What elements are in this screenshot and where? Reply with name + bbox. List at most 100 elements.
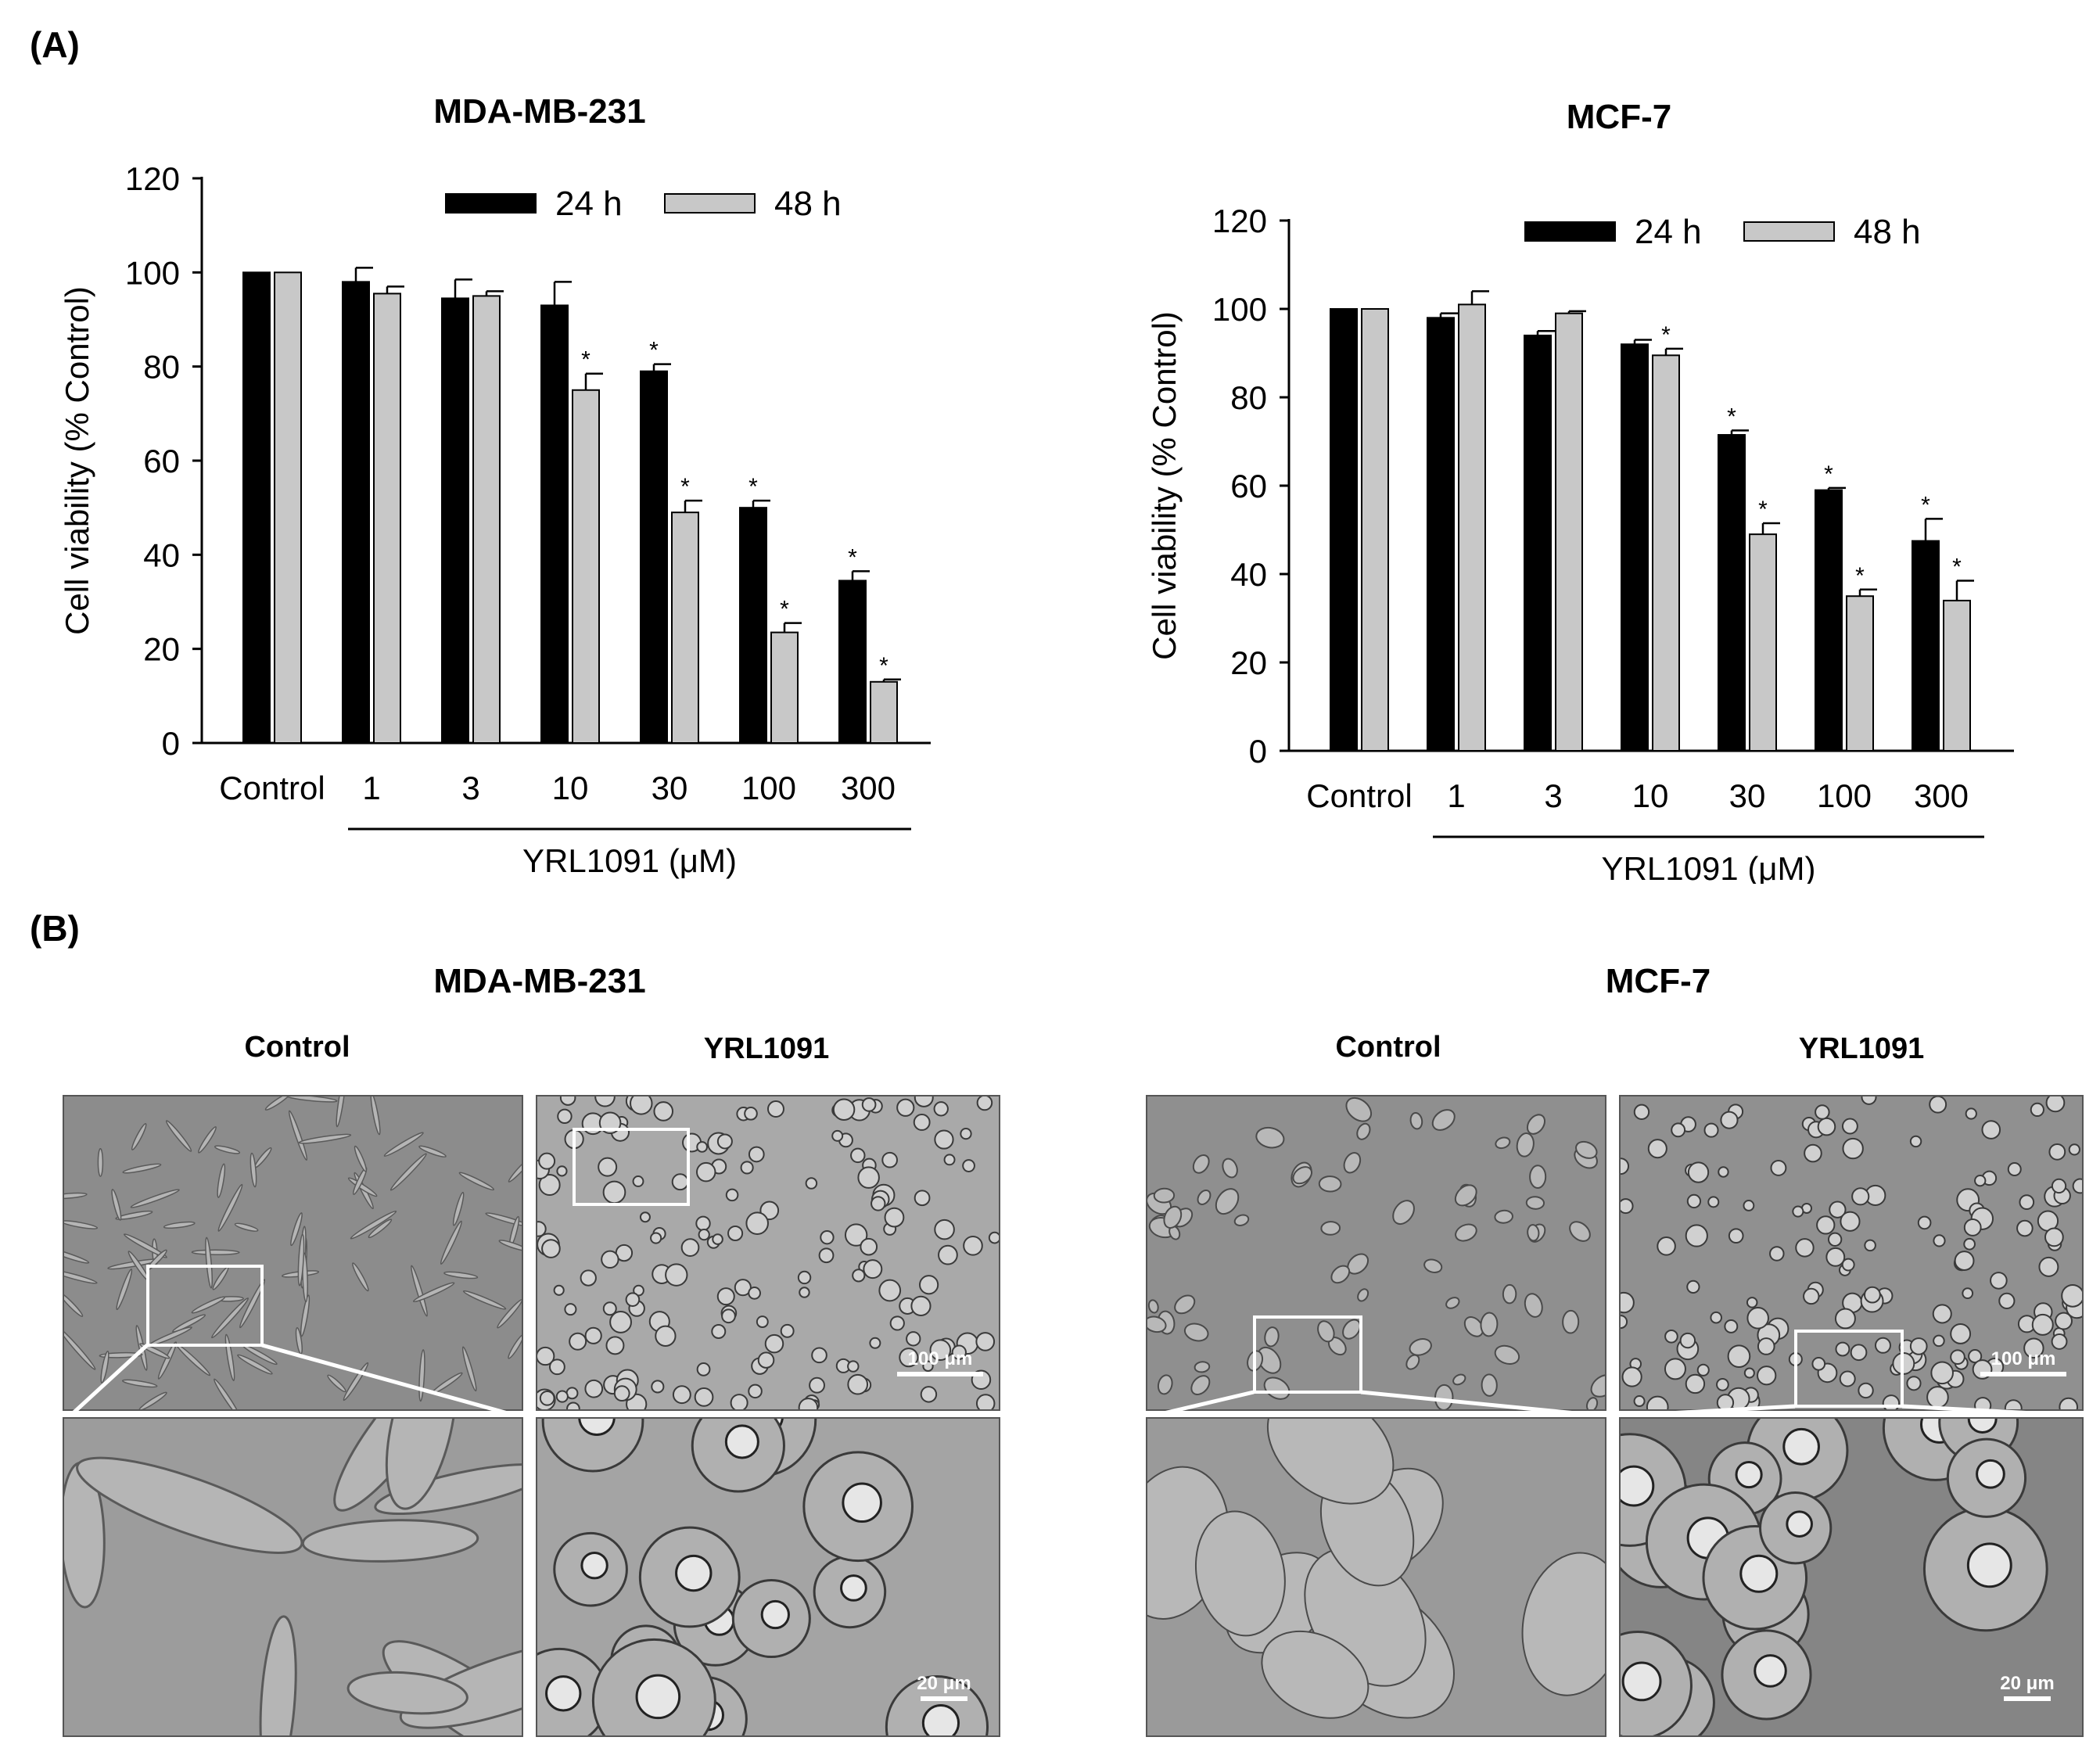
cell-shape bbox=[860, 1237, 878, 1256]
cell-shape bbox=[1569, 1221, 1591, 1242]
x-tick-label: 3 bbox=[1544, 777, 1562, 814]
bar bbox=[1427, 317, 1455, 752]
cell-shape bbox=[1621, 1315, 1628, 1330]
cell-shape bbox=[1405, 1354, 1420, 1370]
cell-shape bbox=[288, 1110, 308, 1161]
cell-shape bbox=[1494, 1209, 1513, 1224]
x-axis-label: YRL1091 (μM) bbox=[1602, 850, 1816, 884]
cell-shape bbox=[680, 1238, 700, 1257]
cell-shape bbox=[1685, 1224, 1708, 1247]
cell-shape bbox=[896, 1098, 915, 1117]
cell-shape bbox=[121, 1379, 158, 1388]
cell-shape bbox=[411, 1265, 428, 1317]
vacuole-shape bbox=[760, 1599, 790, 1630]
panel-a-label: (A) bbox=[30, 24, 80, 65]
cell-shape bbox=[711, 1324, 727, 1339]
cell-shape bbox=[1494, 1344, 1520, 1365]
legend-swatch bbox=[1524, 221, 1616, 242]
y-axis-label: Cell viability (% Control) bbox=[1146, 311, 1183, 660]
cell-shape bbox=[1746, 1307, 1769, 1330]
vacuole-shape bbox=[1782, 1427, 1820, 1466]
cell-shape bbox=[234, 1222, 259, 1232]
cell-shape bbox=[602, 1301, 617, 1316]
legend-label: 24 h bbox=[555, 185, 623, 223]
cell-shape bbox=[1318, 1175, 1342, 1193]
cell-shape bbox=[1950, 1349, 1965, 1366]
cell-shape bbox=[297, 1233, 305, 1287]
significance-star: * bbox=[581, 347, 591, 373]
cell-shape bbox=[943, 1154, 956, 1166]
cell-shape bbox=[211, 1297, 249, 1339]
cell-shape bbox=[1707, 1196, 1720, 1208]
y-tick-label: 0 bbox=[162, 725, 180, 762]
cell-shape bbox=[696, 1362, 711, 1376]
cell-shape bbox=[632, 1175, 644, 1187]
cell-shape bbox=[1525, 1196, 1545, 1210]
cell-shape bbox=[548, 1358, 565, 1376]
significance-star: * bbox=[780, 597, 789, 623]
cell-shape bbox=[2048, 1143, 2066, 1161]
cell-shape bbox=[1933, 1234, 1946, 1247]
vacuole-shape bbox=[1621, 1661, 1662, 1702]
cell-shape bbox=[346, 1671, 468, 1715]
cell-shape bbox=[744, 1107, 758, 1121]
cell-shape bbox=[352, 1262, 369, 1292]
bar bbox=[1815, 489, 1843, 752]
significance-star: * bbox=[680, 474, 690, 500]
x-tick-label: 10 bbox=[1632, 777, 1669, 814]
significance-star: * bbox=[879, 653, 888, 679]
cell-shape bbox=[2019, 1194, 2035, 1210]
cell-shape bbox=[712, 1233, 723, 1245]
chart-title-mcf: MCF-7 bbox=[1566, 98, 1672, 136]
vacuole-shape bbox=[921, 1704, 960, 1735]
y-tick-label: 80 bbox=[143, 349, 180, 386]
cell-shape bbox=[1703, 1122, 1719, 1138]
cell-shape bbox=[1815, 1104, 1830, 1120]
cell-shape bbox=[716, 1133, 733, 1150]
cell-shape bbox=[1933, 1334, 1945, 1348]
cell-shape bbox=[1685, 1373, 1706, 1394]
cell-shape bbox=[1431, 1109, 1456, 1131]
y-tick-label: 60 bbox=[1230, 468, 1267, 504]
legend-label: 24 h bbox=[1635, 213, 1702, 251]
cell-shape bbox=[1770, 1159, 1787, 1176]
bar bbox=[342, 281, 370, 745]
bar bbox=[242, 271, 271, 745]
vacuole-shape bbox=[545, 1675, 582, 1712]
cell-shape bbox=[857, 1166, 880, 1189]
cell-shape bbox=[1687, 1161, 1710, 1183]
cell-shape bbox=[172, 1314, 206, 1333]
vacuole-shape bbox=[1976, 1459, 2005, 1489]
cell-shape bbox=[1858, 1382, 1874, 1399]
panel-b-title-mda: MDA-MB-231 bbox=[433, 962, 646, 1000]
cell-shape bbox=[64, 1292, 84, 1317]
cell-shape bbox=[214, 1145, 241, 1154]
cell-shape bbox=[1851, 1187, 1870, 1206]
cell-shape bbox=[963, 1236, 983, 1256]
cell-shape bbox=[934, 1218, 955, 1240]
y-tick-label: 120 bbox=[125, 160, 180, 197]
cell-shape bbox=[205, 1236, 214, 1289]
cell-shape bbox=[116, 1269, 133, 1311]
cell-shape bbox=[1841, 1118, 1858, 1135]
vacuole-shape bbox=[1966, 1542, 2012, 1588]
micrograph-mcf-control-low bbox=[1146, 1095, 1606, 1411]
cell-shape bbox=[799, 1287, 810, 1298]
micrograph-mda-control-high bbox=[63, 1417, 523, 1737]
bar bbox=[838, 580, 867, 744]
vacuole-shape bbox=[675, 1554, 713, 1592]
cell-shape bbox=[1664, 1358, 1686, 1380]
cell-shape bbox=[1864, 1239, 1876, 1252]
cell-shape bbox=[1965, 1107, 1977, 1120]
cell-shape bbox=[1526, 1114, 1546, 1135]
cell-shape bbox=[1163, 1205, 1183, 1229]
mda-control-label: Control bbox=[244, 1031, 350, 1064]
cell-shape bbox=[1743, 1200, 1755, 1211]
cell-shape bbox=[2045, 1096, 2066, 1113]
y-tick-label: 0 bbox=[1249, 733, 1267, 770]
bar bbox=[770, 631, 799, 744]
cell-shape bbox=[975, 1394, 996, 1409]
significance-star: * bbox=[1727, 404, 1736, 429]
bar bbox=[1718, 434, 1746, 752]
cell-shape bbox=[764, 1333, 784, 1354]
